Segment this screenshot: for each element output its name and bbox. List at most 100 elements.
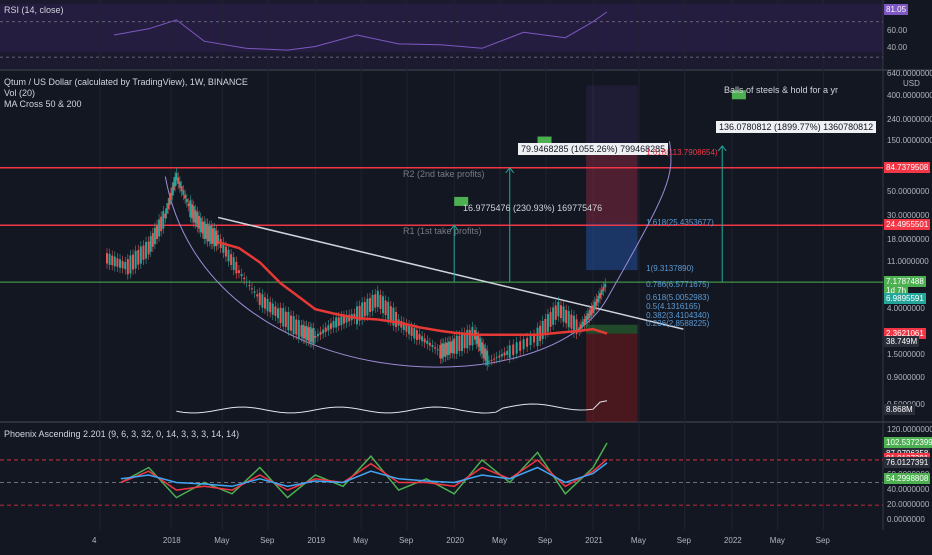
candle-body [182,190,185,196]
candle-body [137,250,140,265]
candle-body [309,326,312,343]
candle-body [211,228,214,244]
candle-body [177,177,180,184]
time-tick-label: May [214,536,230,545]
candle-body [191,204,194,219]
candle-body [480,342,483,354]
candle-body [312,327,315,345]
price-tick-label: 0.9000000 [887,373,925,383]
candle-body [269,301,272,313]
candle-body [599,292,602,299]
candle-body [408,325,411,335]
candle-body [119,259,122,268]
candle-body [162,211,165,229]
candle-body [237,270,240,274]
candle-body [314,335,317,338]
candle-body [348,314,351,322]
candle-body [519,341,522,351]
fib-level-label: 1.618(25.4353677) [646,217,714,227]
price-tick-label: 150.0000000 [887,136,932,146]
candle-body [302,324,305,339]
candle-body [602,286,605,291]
fib-level-label: 1(9.3137890) [646,264,694,274]
candle-body [335,317,338,328]
price-tag: 8.868M [884,404,915,416]
candle-body [168,197,171,205]
candle-body [595,299,598,306]
candle-body [449,341,452,354]
candle-body [453,338,456,354]
candle-body [232,257,235,270]
candle-body [471,327,474,346]
candle-body [578,327,581,331]
candle-body [590,307,593,316]
candle-body [389,306,392,322]
time-tick-label: Sep [676,536,691,545]
annotation-balls: Balls of steels & hold for a yr [724,85,839,95]
flag-icon [731,90,746,100]
fib-level-label: 0.786(6.5771675) [646,280,710,290]
candle-body [126,259,129,275]
candle-body [258,292,261,305]
candle-body [253,291,256,293]
cup-arc [164,141,672,368]
candle-body [263,297,266,309]
candle-body [284,311,287,327]
candle-body [579,324,582,329]
candle-body [210,225,213,244]
flag-icon [454,196,469,206]
candle-body [604,283,607,288]
phoenix-tag: 76.0127391 [884,456,931,468]
candle-body [245,281,248,283]
candle-body [463,332,466,349]
candle-body [374,294,377,308]
fib-zone-blue [586,223,638,271]
candle-body [217,234,220,245]
fib-level-label: 0.5(4.1316165) [646,301,701,311]
candle-body [506,350,509,355]
candle-body [240,273,243,277]
fib-zone-green [586,324,638,334]
measure-arrowhead [717,145,727,152]
candle-body [160,216,163,232]
measure-arrowhead [449,224,459,231]
candle-body [486,350,489,366]
time-tick-label: Sep [537,536,553,545]
candle-body [184,194,187,199]
candle-body [340,316,343,326]
fib-zone-red [586,154,638,224]
phoenix-tick-label: 40.0000000 [887,485,930,495]
candle-body [508,345,511,358]
price-tick-label: 1.5000000 [887,349,925,359]
phoenix-label: Phoenix Ascending 2.201 (9, 6, 3, 32, 0,… [4,429,240,439]
candle-body [421,336,424,342]
rsi-label: RSI (14, close) [4,5,64,15]
phoenix-tag: 102.5372399 [884,436,932,448]
candle-body [402,322,405,330]
phoenix-line-signal [120,458,608,491]
candle-body [585,315,588,323]
rsi-line [113,11,608,51]
candle-body [113,256,116,267]
volume-label: Vol (20) [4,88,36,98]
candle-body [266,298,269,312]
candle-body [108,253,111,265]
candle-body [544,318,547,335]
candle-body [565,309,568,324]
time-tick-label: May [353,536,369,545]
candle-body [583,318,586,325]
candle-body [319,331,322,335]
candle-body [361,302,364,320]
candle-body [353,313,356,319]
candle-body [495,357,498,359]
candle-body [227,249,230,262]
candle-body [248,285,251,287]
time-tick-label: Sep [815,536,830,545]
candle-body [559,305,562,319]
candle-body [235,261,238,274]
candle-body [174,176,177,187]
candle-body [322,329,325,334]
candle-body [428,342,431,346]
candle-body [196,211,199,228]
